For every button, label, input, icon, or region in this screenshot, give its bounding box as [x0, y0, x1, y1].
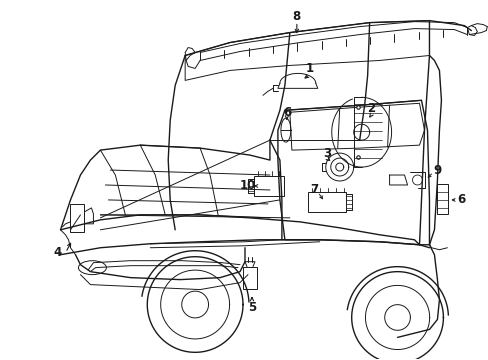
Bar	[243, 267, 256, 289]
Text: 4: 4	[53, 246, 61, 259]
Text: 3: 3	[322, 147, 330, 159]
Text: 6: 6	[282, 106, 290, 119]
Text: 6: 6	[456, 193, 465, 206]
Bar	[70, 204, 84, 232]
Text: 1: 1	[305, 62, 313, 75]
Text: 5: 5	[247, 301, 256, 314]
Text: 10: 10	[240, 180, 256, 193]
Text: 7: 7	[310, 184, 318, 197]
Bar	[307, 192, 345, 212]
Bar	[253, 176, 284, 196]
Text: 2: 2	[367, 102, 375, 115]
Text: 9: 9	[432, 163, 441, 176]
Text: 8: 8	[292, 10, 300, 23]
Bar	[437, 184, 447, 214]
